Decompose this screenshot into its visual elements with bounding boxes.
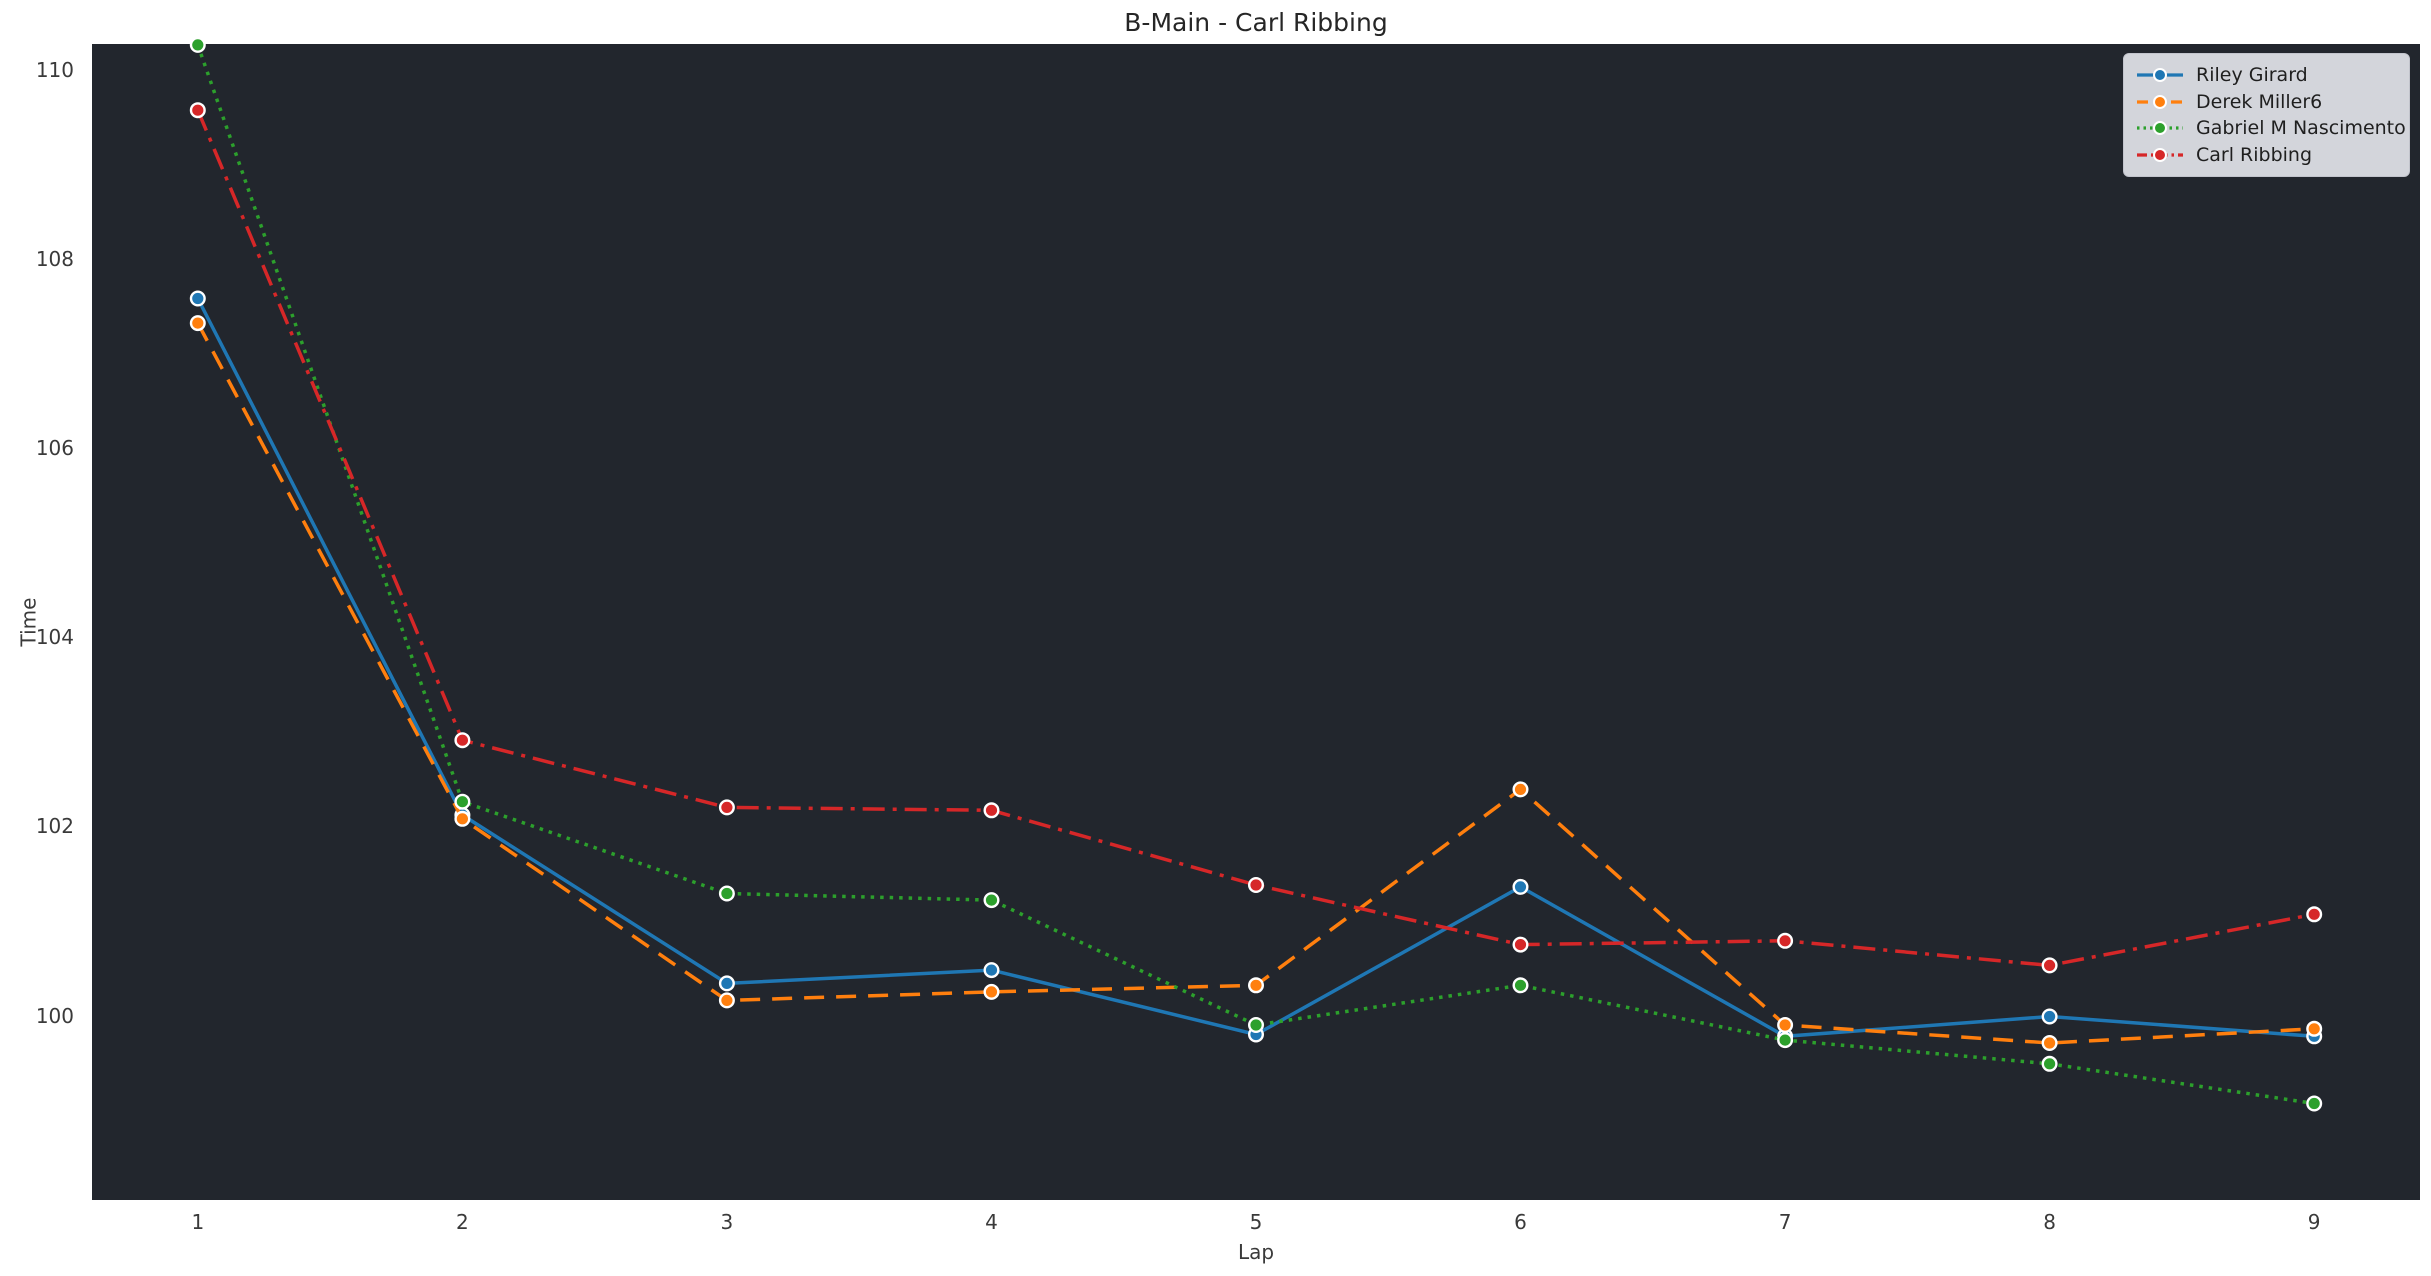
x-tick-label: 6 — [1514, 1210, 1527, 1234]
data-point-riley-girard-lap-3 — [718, 975, 735, 992]
data-point-derek-miller6-lap-3 — [718, 992, 735, 1009]
legend-item-riley-girard: Riley Girard — [2136, 62, 2397, 88]
legend-item-gabriel-m-nascimento: Gabriel M Nascimento — [2136, 115, 2406, 141]
legend-label: Riley Girard — [2196, 64, 2308, 86]
data-point-gabriel-m-nascimento-lap-8 — [2041, 1055, 2058, 1072]
legend-label: Gabriel M Nascimento — [2196, 117, 2406, 140]
x-tick-label: 7 — [1778, 1210, 1792, 1234]
chart-canvas — [189, 36, 2323, 1112]
data-point-gabriel-m-nascimento-lap-2 — [454, 793, 471, 810]
data-point-derek-miller6-lap-9 — [2306, 1020, 2323, 1037]
data-point-gabriel-m-nascimento-lap-4 — [983, 892, 1000, 909]
x-tick-label: 9 — [2307, 1210, 2321, 1234]
data-point-carl-ribbing-lap-1 — [189, 102, 206, 119]
data-point-carl-ribbing-lap-4 — [983, 802, 1000, 819]
data-point-carl-ribbing-lap-7 — [1777, 932, 1794, 949]
legend-item-derek-miller6: Derek Miller6 — [2136, 89, 2397, 115]
data-point-riley-girard-lap-8 — [2041, 1008, 2058, 1025]
x-tick-label: 3 — [720, 1210, 734, 1234]
data-point-gabriel-m-nascimento-lap-1 — [189, 36, 206, 53]
chart-title: B-Main - Carl Ribbing — [1124, 8, 1388, 37]
data-point-carl-ribbing-lap-5 — [1247, 877, 1264, 894]
x-tick-label: 8 — [2043, 1210, 2056, 1234]
y-tick-label: 108 — [35, 246, 74, 271]
series-markers-gabriel-m-nascimento — [189, 36, 2323, 1112]
data-point-carl-ribbing-lap-9 — [2306, 906, 2323, 923]
y-tick-label: 104 — [35, 625, 74, 650]
legend-swatch-derek-miller6 — [2137, 94, 2183, 109]
data-point-carl-ribbing-lap-8 — [2041, 957, 2058, 974]
plot-area — [92, 36, 2420, 1200]
data-point-riley-girard-lap-1 — [189, 290, 206, 307]
y-tick-label: 100 — [35, 1003, 74, 1028]
legend-swatch-riley-girard — [2137, 68, 2183, 82]
data-point-gabriel-m-nascimento-lap-3 — [718, 885, 735, 902]
data-point-derek-miller6-lap-6 — [1512, 781, 1529, 798]
y-tick-label: 106 — [35, 435, 74, 460]
data-point-derek-miller6-lap-2 — [454, 810, 471, 827]
data-point-gabriel-m-nascimento-lap-5 — [1247, 1017, 1264, 1034]
legend-swatch-gabriel-m-nascimento — [2137, 121, 2183, 136]
data-point-riley-girard-lap-4 — [983, 962, 1000, 979]
y-tick-label: 110 — [35, 57, 74, 82]
data-point-derek-miller6-lap-1 — [189, 315, 206, 332]
series-line-carl-ribbing — [196, 109, 2315, 968]
y-tick-label: 102 — [35, 814, 74, 839]
data-point-derek-miller6-lap-8 — [2041, 1035, 2058, 1052]
series-line-gabriel-m-nascimento — [196, 44, 2315, 1106]
data-point-derek-miller6-lap-5 — [1247, 977, 1264, 994]
series-line-derek-miller6 — [196, 322, 2315, 1045]
series-markers-carl-ribbing — [189, 102, 2323, 974]
legend-label: Derek Miller6 — [2196, 90, 2323, 113]
x-tick-label: 4 — [985, 1210, 998, 1234]
series-markers-derek-miller6 — [189, 315, 2323, 1052]
data-point-carl-ribbing-lap-6 — [1512, 936, 1529, 953]
x-tick-label: 5 — [1249, 1210, 1263, 1234]
series-markers-riley-girard — [189, 290, 2323, 1045]
x-tick-label: 2 — [455, 1210, 469, 1234]
data-point-gabriel-m-nascimento-lap-7 — [1777, 1032, 1794, 1049]
data-point-carl-ribbing-lap-2 — [454, 732, 471, 749]
data-point-gabriel-m-nascimento-lap-9 — [2306, 1095, 2323, 1112]
series-line-riley-girard — [196, 297, 2315, 1039]
legend-label: Carl Ribbing — [2196, 143, 2313, 166]
data-point-derek-miller6-lap-4 — [983, 983, 1000, 1000]
legend-swatch-carl-ribbing — [2137, 147, 2183, 162]
legend: Riley Girard Derek Miller6 Gabriel M Nasci… — [2123, 53, 2410, 177]
data-point-carl-ribbing-lap-3 — [718, 799, 735, 816]
legend-item-carl-ribbing: Carl Ribbing — [2136, 142, 2397, 168]
data-point-gabriel-m-nascimento-lap-6 — [1512, 977, 1529, 994]
x-axis-label: Lap — [1237, 1240, 1275, 1264]
data-point-derek-miller6-lap-7 — [1777, 1017, 1794, 1034]
y-axis-label: Time — [16, 597, 41, 647]
data-point-riley-girard-lap-6 — [1512, 878, 1529, 895]
x-tick-label: 1 — [191, 1210, 205, 1234]
